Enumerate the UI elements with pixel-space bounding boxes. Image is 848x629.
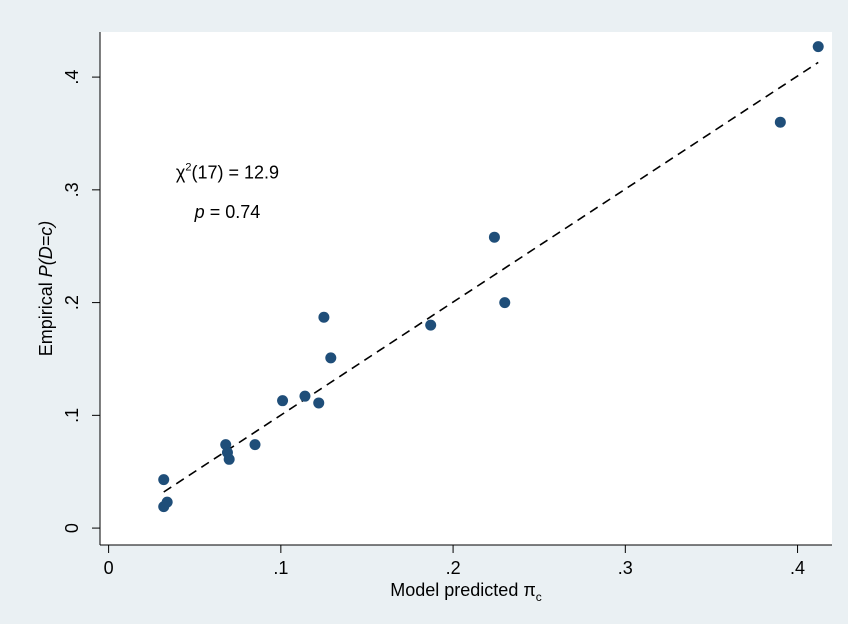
data-point <box>325 352 337 364</box>
y-tick-label: 0 <box>62 523 82 533</box>
data-point <box>812 41 824 53</box>
data-point <box>425 319 437 331</box>
fit-line <box>163 61 819 493</box>
data-point <box>249 439 261 451</box>
x-ticks: 0 .1 .2 .3 .4 <box>104 545 805 578</box>
y-axis-label: Empirical P(D=c) <box>36 221 56 357</box>
x-axis-label: Model predicted πc <box>390 580 542 604</box>
data-point <box>158 474 170 486</box>
y-tick-label: .3 <box>62 182 82 197</box>
x-tick-label: 0 <box>104 558 114 578</box>
axes: 0 .1 .2 .3 .4 0 .1 .2 .3 .4 <box>62 32 832 578</box>
x-axis-label-subscript: c <box>536 590 542 604</box>
x-tick-label: .4 <box>790 558 805 578</box>
x-tick-label: .1 <box>273 558 288 578</box>
y-tick-label: .2 <box>62 295 82 310</box>
y-ticks: 0 .1 .2 .3 .4 <box>62 70 100 533</box>
data-point <box>318 311 330 323</box>
data-point <box>223 453 235 465</box>
data-point <box>313 397 325 409</box>
chi-square-annotation: χ2(17) = 12.9 <box>176 162 279 183</box>
data-points <box>158 41 824 513</box>
data-point <box>499 297 511 309</box>
x-tick-label: .3 <box>618 558 633 578</box>
data-point <box>488 231 500 243</box>
p-value-annotation: p = 0.74 <box>194 202 261 222</box>
x-tick-label: .2 <box>446 558 461 578</box>
data-point <box>299 390 311 402</box>
data-point <box>774 116 786 128</box>
plot-area <box>100 32 832 545</box>
data-point <box>277 395 289 407</box>
y-tick-label: .1 <box>62 408 82 423</box>
data-point <box>161 496 173 508</box>
y-tick-label: .4 <box>62 70 82 85</box>
